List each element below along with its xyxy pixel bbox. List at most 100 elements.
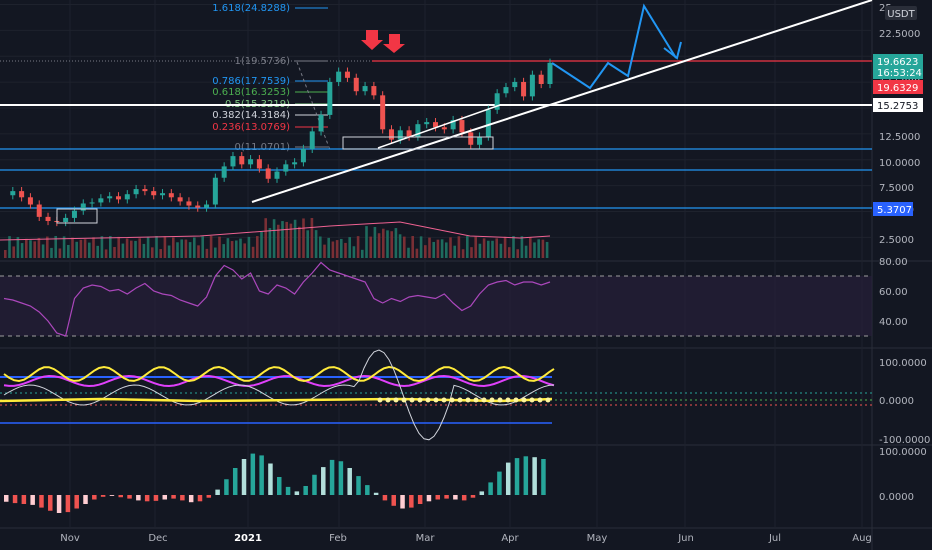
price-marker-label: 19.6623 bbox=[877, 57, 918, 68]
volume-bar bbox=[461, 249, 465, 258]
volume-bar bbox=[281, 221, 284, 258]
volume-bar bbox=[151, 247, 154, 258]
volume-bar bbox=[470, 247, 473, 258]
volume-bar bbox=[369, 236, 372, 258]
candle-body bbox=[133, 189, 139, 195]
candles bbox=[10, 58, 553, 227]
price-marker-current bbox=[873, 54, 923, 79]
volume-bar bbox=[100, 236, 104, 258]
macd-histogram-bar bbox=[470, 495, 476, 498]
volume-bar bbox=[529, 237, 532, 258]
candle-body bbox=[27, 197, 33, 205]
volume-bar bbox=[247, 236, 251, 258]
price-tick-label: 12.5000 bbox=[879, 132, 920, 143]
volume-bar bbox=[340, 238, 343, 258]
candle-body bbox=[195, 205, 201, 208]
signal-dot bbox=[513, 397, 519, 403]
volume-bar bbox=[172, 237, 175, 258]
volume-bar bbox=[289, 223, 293, 258]
volume-bar bbox=[453, 245, 456, 258]
volume-bar bbox=[314, 230, 318, 258]
candle-body bbox=[371, 86, 377, 96]
macd-histogram-bar bbox=[417, 495, 423, 504]
fib-level-label: 0.382(14.3184) bbox=[212, 110, 290, 121]
signal-dot bbox=[473, 397, 479, 403]
signal-dot bbox=[537, 397, 543, 403]
volume-bar bbox=[16, 237, 20, 258]
candle-body bbox=[177, 197, 183, 202]
signal-dot bbox=[505, 397, 511, 403]
macd-histogram-bar bbox=[83, 495, 88, 504]
time-tick-label: Jun bbox=[677, 533, 694, 544]
macd-histogram-bar bbox=[206, 495, 212, 498]
volume-bar bbox=[415, 248, 419, 258]
volume-bar bbox=[226, 238, 230, 258]
macd-histogram-bar bbox=[92, 495, 97, 500]
macd-histogram-bar bbox=[259, 455, 264, 495]
volume-bar bbox=[361, 249, 364, 258]
volume-bar bbox=[167, 245, 171, 258]
signal-dot bbox=[409, 397, 415, 403]
macd-histogram-bar bbox=[39, 495, 44, 508]
candle-body bbox=[503, 87, 509, 94]
rsi-tick-label: 40.00 bbox=[879, 317, 908, 328]
volume-bar bbox=[142, 243, 146, 258]
candle-body bbox=[485, 109, 491, 137]
volume-bar bbox=[533, 242, 536, 258]
volume-bar bbox=[12, 246, 15, 258]
candle-body bbox=[80, 203, 86, 211]
volume-bar bbox=[487, 240, 490, 258]
volume-bar bbox=[239, 238, 242, 258]
macd-histogram-bar bbox=[365, 485, 370, 495]
candle-body bbox=[292, 162, 298, 165]
volume-bar bbox=[365, 226, 368, 258]
candle-body bbox=[406, 130, 412, 137]
candle-body bbox=[512, 81, 518, 88]
volume-bar bbox=[482, 238, 486, 258]
macd-histogram-bar bbox=[497, 471, 502, 495]
signal-dot bbox=[529, 397, 535, 403]
time-tick-label: 2021 bbox=[234, 533, 262, 544]
volume-bar bbox=[209, 236, 213, 258]
volume-bar bbox=[512, 236, 515, 258]
volume-bar bbox=[83, 239, 87, 258]
volume-bar bbox=[277, 224, 280, 258]
rsi-tick-label: 80.00 bbox=[879, 257, 908, 268]
macd-histogram-bar bbox=[224, 479, 229, 495]
candle-body bbox=[115, 196, 121, 200]
volume-bar bbox=[146, 236, 150, 258]
volume-bar bbox=[440, 239, 444, 258]
signal-dot bbox=[425, 397, 431, 403]
volume-bar bbox=[411, 236, 414, 258]
candle-body bbox=[353, 77, 359, 92]
macd-histogram-bar bbox=[523, 456, 529, 495]
horizontal-lines bbox=[0, 60, 872, 209]
candle-body bbox=[433, 122, 439, 128]
candle-body bbox=[344, 71, 350, 78]
volume-bar bbox=[445, 242, 448, 258]
volume-bar bbox=[193, 237, 196, 258]
volume-bar bbox=[121, 243, 125, 258]
currency-label: USDT bbox=[887, 9, 915, 20]
volume-ma-line bbox=[0, 221, 551, 241]
macd-histogram-bar bbox=[453, 495, 458, 500]
candle-body bbox=[71, 210, 77, 218]
macd-histogram-bar bbox=[382, 495, 388, 501]
time-tick-label: Jul bbox=[768, 533, 781, 544]
oscillator-tick-label: 100.0000 bbox=[879, 358, 927, 369]
volume-bar bbox=[302, 218, 305, 258]
price-marker-white bbox=[873, 98, 923, 112]
candle-body bbox=[274, 171, 280, 179]
volume-bar bbox=[4, 250, 7, 258]
macd-histogram-bar bbox=[532, 457, 537, 495]
macd-histogram-bar bbox=[21, 495, 27, 504]
volume-bar bbox=[134, 240, 137, 258]
candle-body bbox=[204, 204, 210, 208]
volume-bar bbox=[272, 219, 276, 258]
candle-body bbox=[468, 132, 474, 145]
candle-body bbox=[212, 177, 218, 205]
macd-histogram-bar bbox=[180, 495, 185, 501]
volume-bar bbox=[251, 246, 255, 258]
signal-dot bbox=[481, 397, 487, 403]
time-tick-label: Feb bbox=[329, 533, 347, 544]
